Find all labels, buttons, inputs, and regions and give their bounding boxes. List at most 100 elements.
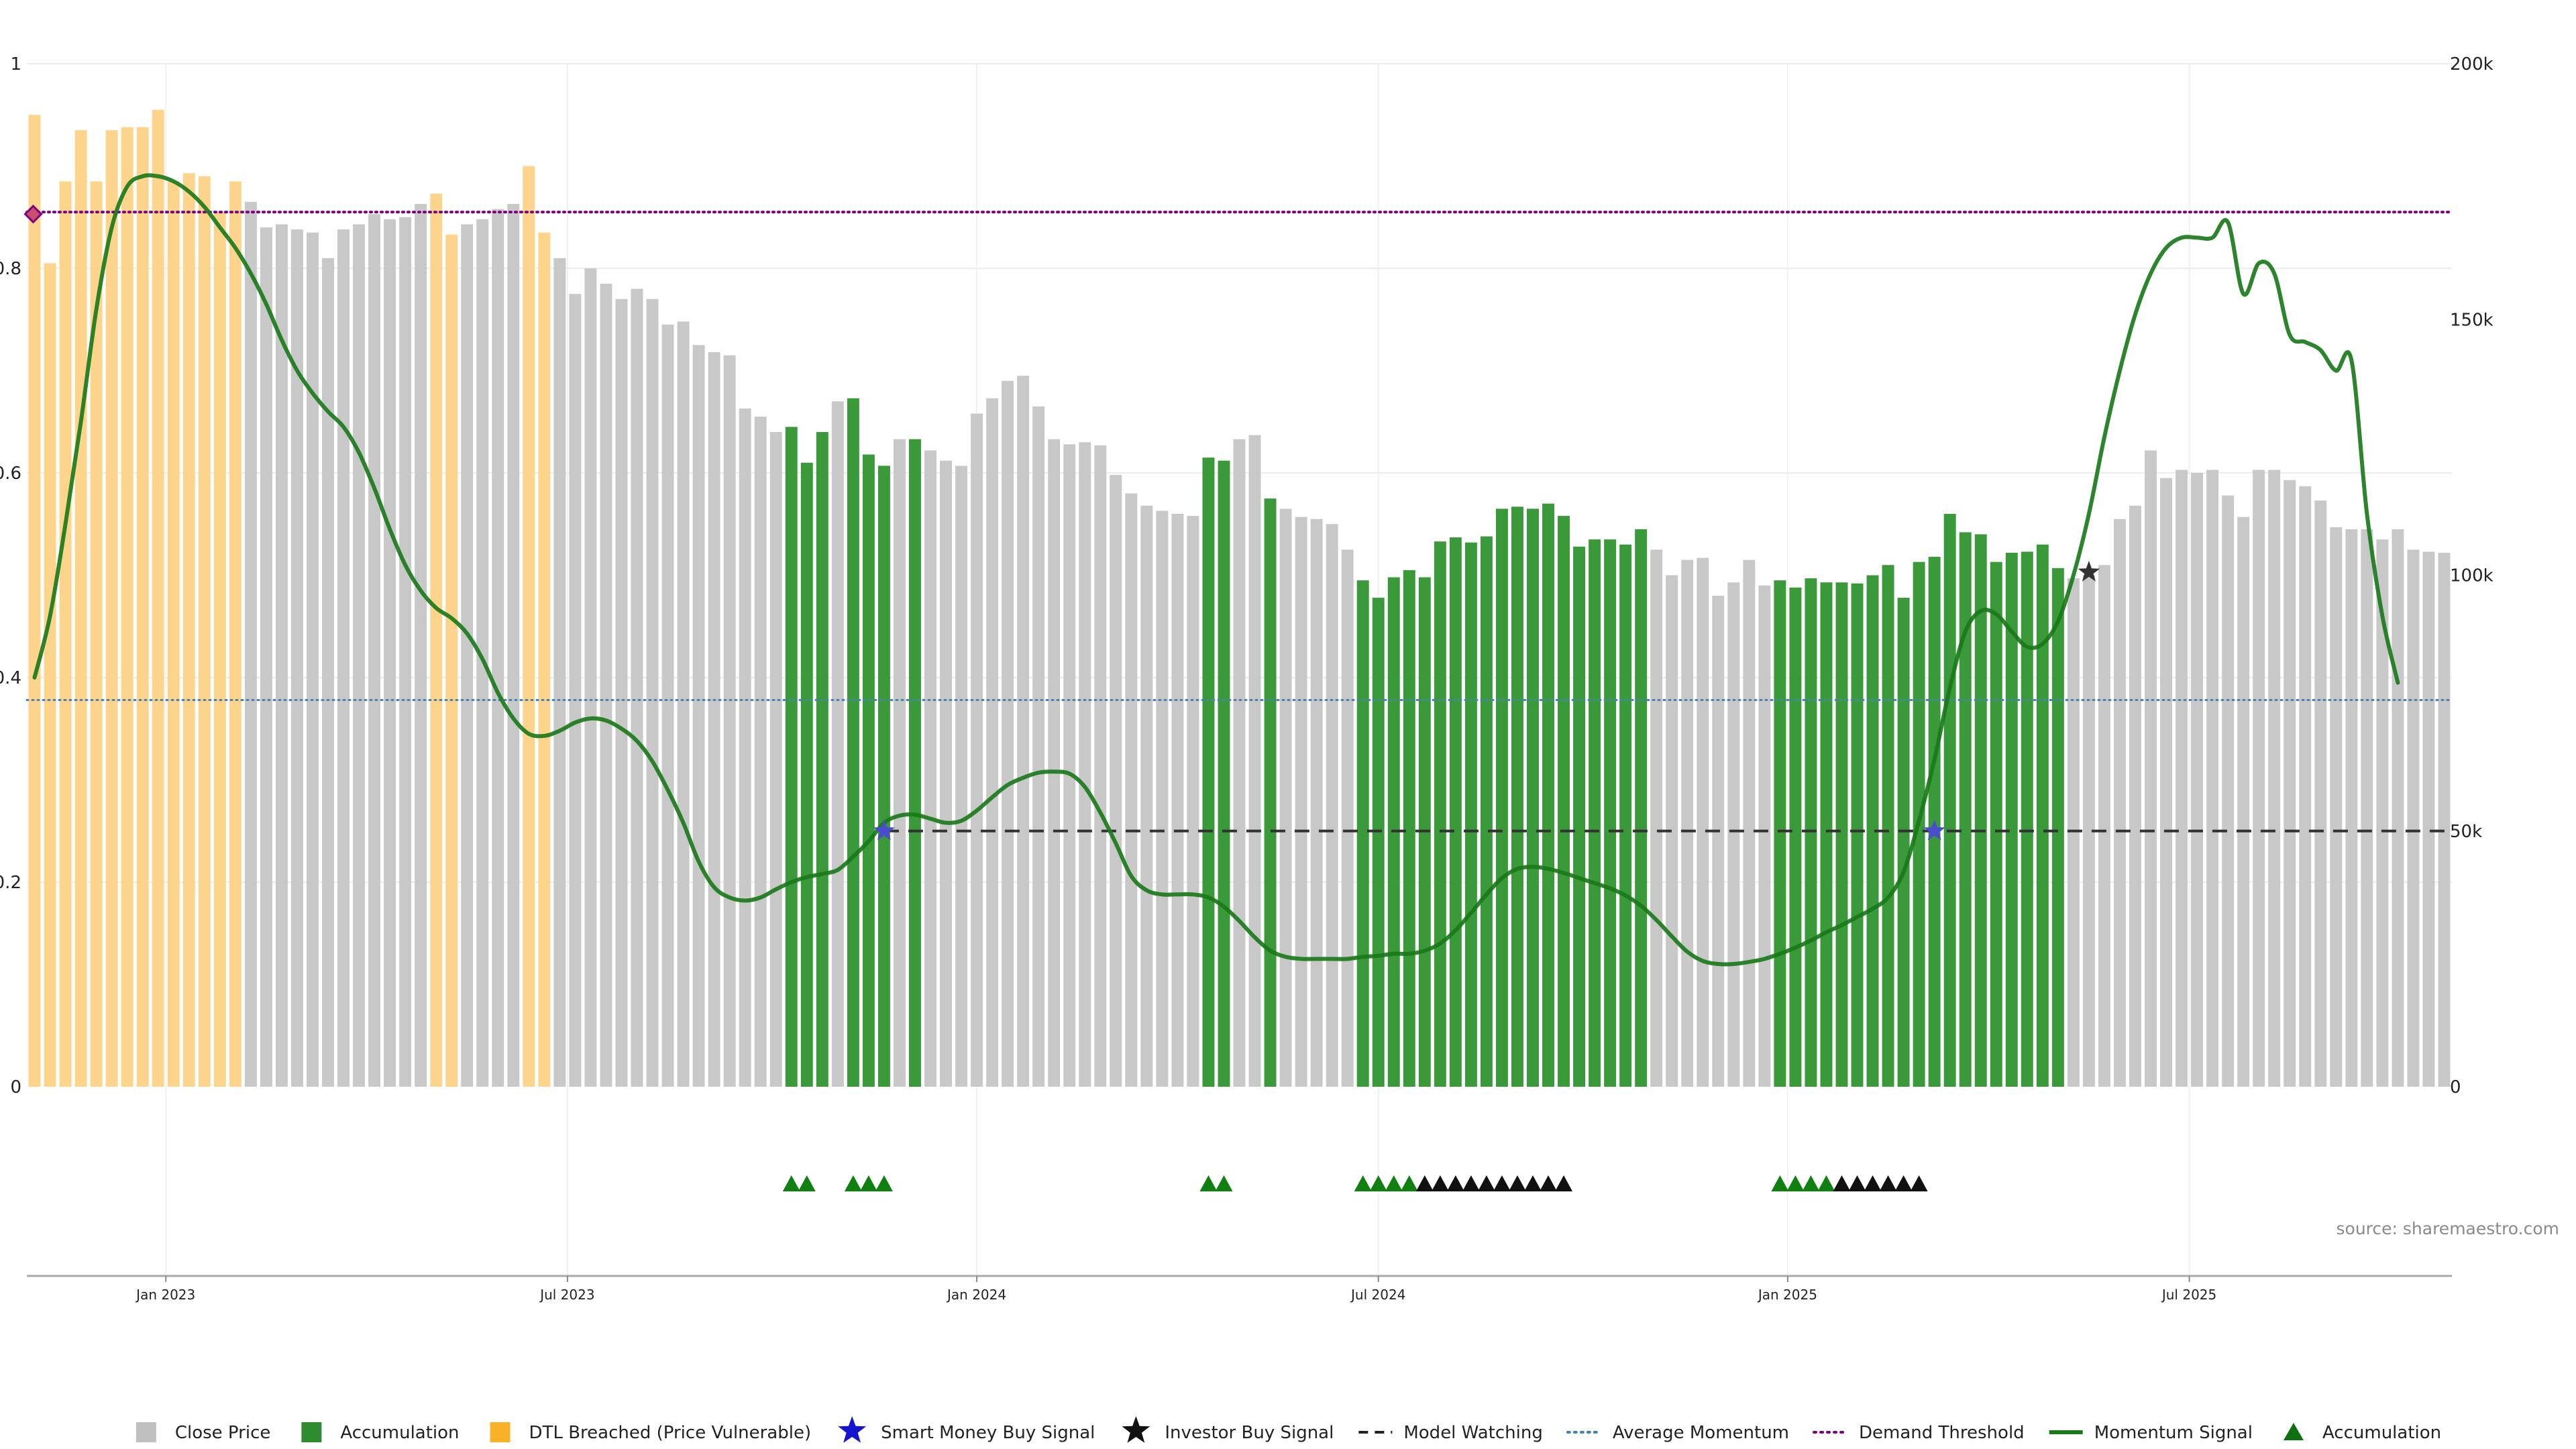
- legend-label: Average Momentum: [1613, 1423, 1789, 1443]
- close-price-bar: [1341, 549, 1354, 1087]
- dtl-breached-bar: [90, 181, 103, 1087]
- legend-label: Accumulation: [340, 1423, 459, 1443]
- left-axis-tick-label: 0.2: [0, 873, 21, 893]
- close-price-bar: [384, 219, 396, 1087]
- legend-label: Smart Money Buy Signal: [881, 1423, 1095, 1443]
- close-price-bar: [322, 258, 334, 1087]
- close-price-bar: [893, 439, 906, 1087]
- x-axis-tick-label: Jan 2025: [1757, 1287, 1817, 1303]
- close-price-bar: [1017, 376, 1030, 1087]
- close-price-bar: [415, 203, 427, 1087]
- accumulation-bar: [1372, 598, 1385, 1087]
- accumulation-bar: [1943, 514, 1956, 1087]
- close-price-bar: [1233, 439, 1246, 1087]
- close-price-bar: [1712, 596, 1725, 1087]
- close-price-bar: [615, 299, 628, 1087]
- accumulation-bar: [1542, 503, 1554, 1087]
- axes: 0 0.2 0.4 0.6 0.8 1 0 50k 100k 150k 200k Jan 2023 Ju…: [0, 54, 2493, 1303]
- dtl-breached-bar: [105, 130, 118, 1087]
- accumulation-bar: [1897, 598, 1910, 1087]
- accumulation-triangle: [1894, 1175, 1913, 1191]
- close-price-bar: [368, 214, 381, 1087]
- accumulation-triangle: [1415, 1175, 1434, 1191]
- accumulation-triangle: [1446, 1175, 1464, 1191]
- legend-label: Model Watching: [1403, 1423, 1542, 1443]
- close-price-bar: [2129, 505, 2141, 1087]
- accumulation-triangle: [1771, 1175, 1789, 1191]
- accumulation-bar: [1403, 570, 1415, 1087]
- accumulation-triangle: [1508, 1175, 1526, 1191]
- accumulation-triangle: [1910, 1175, 1928, 1191]
- accumulation-bar: [847, 398, 859, 1087]
- accumulation-markers: [782, 1175, 1928, 1191]
- close-price-bar: [1666, 575, 1678, 1087]
- close-price-bar: [2392, 529, 2404, 1087]
- accumulation-bar: [1774, 580, 1786, 1087]
- close-price-bar: [476, 219, 489, 1087]
- accumulation-triangle: [844, 1175, 862, 1191]
- accumulation-triangle: [1555, 1175, 1573, 1191]
- legend-label: Accumulation: [2322, 1423, 2441, 1443]
- close-price-bar: [1171, 514, 1184, 1087]
- close-price-bar: [1079, 442, 1091, 1087]
- left-axis-tick-label: 1: [10, 54, 21, 74]
- close-price-bar: [646, 299, 659, 1087]
- close-price-bar: [2268, 470, 2281, 1087]
- close-price-bar: [1110, 475, 1122, 1087]
- close-price-bar: [2145, 450, 2157, 1087]
- close-price-bar: [244, 201, 257, 1087]
- close-price-bar: [677, 321, 690, 1087]
- close-price-bar: [2284, 480, 2296, 1087]
- close-price-bar: [1048, 439, 1061, 1087]
- close-price-bar: [1125, 493, 1138, 1087]
- accumulation-bar: [2021, 551, 2033, 1087]
- legend-star: [1122, 1416, 1150, 1443]
- close-price-bar: [2067, 578, 2080, 1087]
- accumulation-bar: [800, 462, 813, 1087]
- accumulation-triangle: [1833, 1175, 1851, 1191]
- close-price-bar: [1310, 519, 1323, 1087]
- close-price-bar: [1727, 582, 1740, 1087]
- close-price-bar: [2206, 470, 2219, 1087]
- close-price-bar: [260, 227, 272, 1087]
- close-price-bar: [2098, 565, 2110, 1087]
- close-price-bar: [831, 401, 844, 1087]
- accumulation-bar: [1805, 578, 1817, 1087]
- close-price-bar: [1295, 517, 1307, 1087]
- legend-swatch: [490, 1422, 511, 1442]
- close-price-bar: [986, 398, 999, 1087]
- legend-triangle: [2283, 1423, 2304, 1440]
- accumulation-triangle: [1462, 1175, 1480, 1191]
- accumulation-triangle: [798, 1175, 816, 1191]
- dtl-breached-bar: [445, 234, 458, 1087]
- close-price-bar: [492, 209, 504, 1087]
- right-axis-tick-label: 100k: [2450, 566, 2493, 586]
- accumulation-triangle: [1802, 1175, 1820, 1191]
- close-price-bar: [2407, 549, 2420, 1087]
- signal-markers: [23, 205, 2100, 841]
- close-price-bar: [2113, 519, 2126, 1087]
- accumulation-bar: [1820, 582, 1833, 1087]
- accumulation-triangle: [1879, 1175, 1897, 1191]
- x-axis-tick-label: Jul 2025: [2161, 1287, 2216, 1303]
- x-axis-tick-label: Jul 2023: [539, 1287, 594, 1303]
- left-axis-tick-label: 0.8: [0, 259, 21, 279]
- legend: Close Price Accumulation DTL Breached (Pri…: [136, 1416, 2441, 1443]
- close-price-bar: [2253, 470, 2265, 1087]
- close-price-bar: [1187, 516, 1199, 1087]
- close-price-bar: [1140, 505, 1153, 1087]
- dtl-breached-bar: [182, 173, 195, 1087]
- close-price-bar: [692, 345, 705, 1087]
- dtl-breached-bar: [167, 181, 180, 1087]
- legend-label: DTL Breached (Price Vulnerable): [529, 1423, 812, 1443]
- close-price-bar: [955, 466, 968, 1087]
- close-price-bar: [708, 352, 720, 1087]
- dtl-breached-bar: [430, 193, 443, 1087]
- accumulation-bar: [908, 439, 921, 1087]
- close-price-bar: [971, 413, 983, 1087]
- close-price-bar: [2345, 529, 2358, 1087]
- close-price-bar: [2222, 495, 2235, 1087]
- close-price-bar: [769, 432, 782, 1087]
- close-price-bar: [2314, 500, 2327, 1087]
- accumulation-bar: [877, 466, 890, 1087]
